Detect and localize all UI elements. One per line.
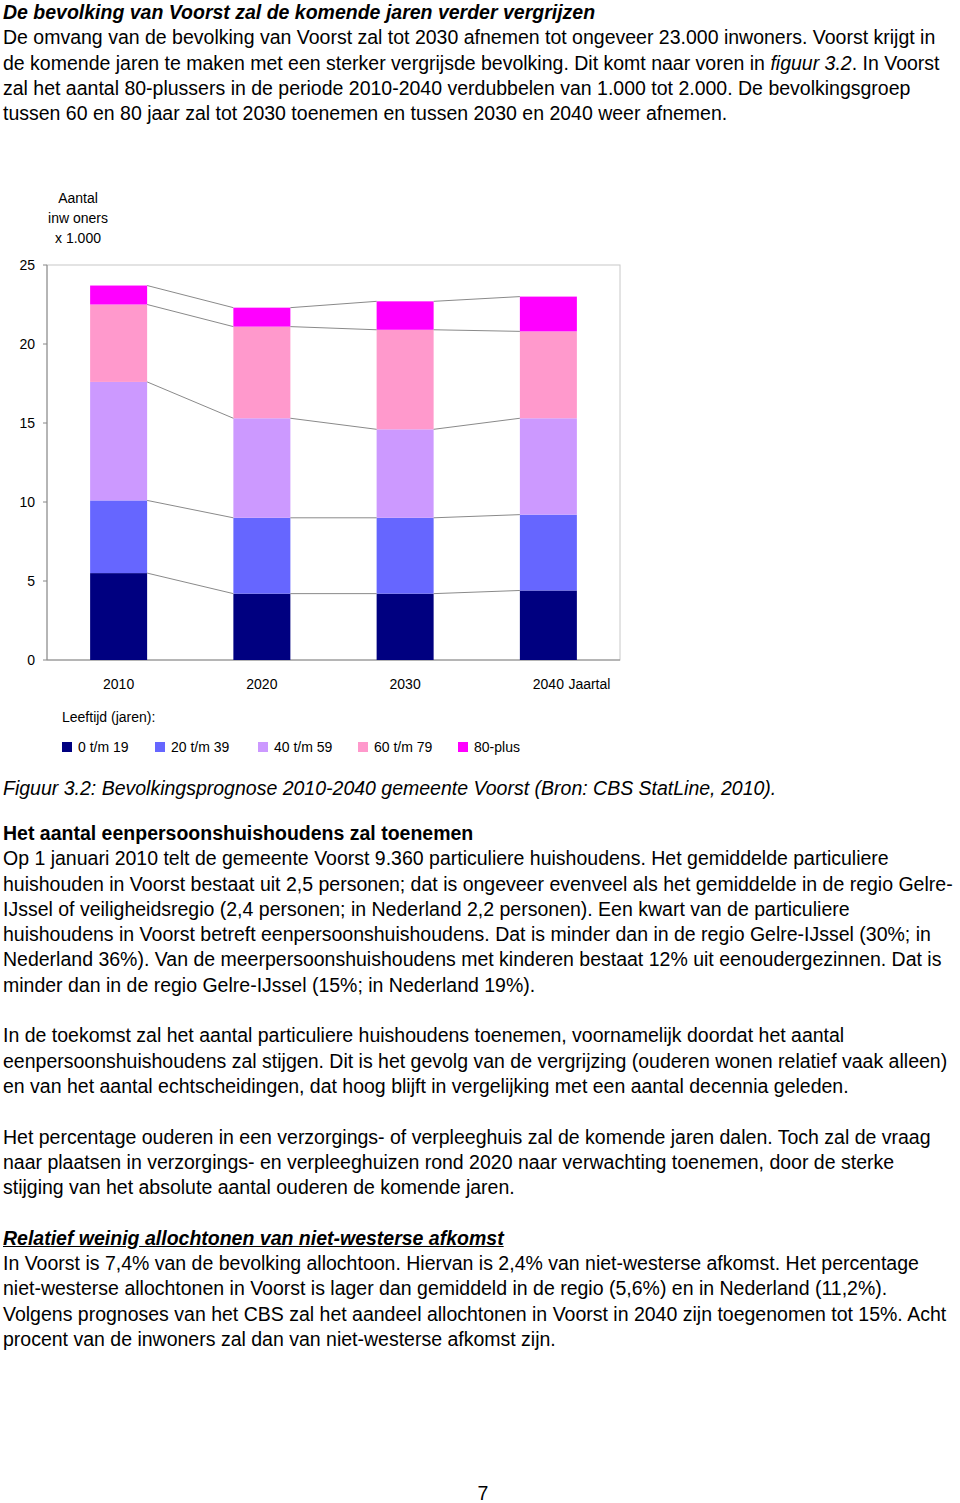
legend-title: Leeftijd (jaren):: [62, 709, 155, 725]
bar-segment: [90, 382, 147, 501]
y-tick-label: 25: [19, 257, 35, 273]
figure-caption: Figuur 3.2: Bevolkingsprognose 2010-2040…: [3, 776, 960, 801]
series-line: [147, 382, 233, 418]
legend-label: 40 t/m 59: [274, 739, 333, 755]
bar-segment: [377, 594, 434, 660]
series-line: [147, 500, 233, 517]
bar-segment: [233, 308, 290, 327]
legend-label: 20 t/m 39: [171, 739, 230, 755]
section: Relatief weinig allochtonen van niet-wes…: [3, 1226, 960, 1352]
series-line: [434, 515, 520, 518]
y-axis: [47, 265, 48, 660]
series-line: [434, 590, 520, 593]
bar-segment: [90, 500, 147, 573]
y-tick-label: 15: [19, 415, 35, 431]
bar-segment: [233, 418, 290, 518]
series-line: [290, 418, 376, 429]
x-axis-label: Jaartal: [568, 676, 610, 692]
plot-frame: [47, 265, 620, 660]
bar-segment: [520, 418, 577, 514]
paragraph: In de toekomst zal het aantal particulie…: [3, 1023, 960, 1099]
y-tick-label: 10: [19, 494, 35, 510]
paragraph: De omvang van de bevolking van Voorst za…: [3, 25, 960, 126]
bar-segment: [233, 594, 290, 660]
y-tick: [43, 581, 47, 582]
section-heading: Relatief weinig allochtonen van niet-wes…: [3, 1226, 960, 1251]
series-line: [434, 330, 520, 332]
y-axis-label: inw oners: [48, 210, 108, 226]
x-tick-label: 2030: [390, 676, 421, 692]
bar-segment: [90, 286, 147, 305]
y-tick: [43, 502, 47, 503]
bars: [90, 286, 577, 660]
paragraph: Op 1 januari 2010 telt de gemeente Voors…: [3, 846, 960, 998]
bar-segment: [233, 518, 290, 594]
bar-segment: [377, 330, 434, 430]
series-line: [434, 418, 520, 429]
legend-swatch: [358, 742, 368, 752]
legend-label: 80-plus: [474, 739, 520, 755]
page-number: 7: [0, 1482, 960, 1503]
y-axis-label: x 1.000: [55, 230, 101, 246]
series-line: [147, 286, 233, 308]
bar-segment: [520, 297, 577, 332]
bar-segment: [233, 327, 290, 419]
y-tick-label: 5: [27, 573, 35, 589]
section: Het aantal eenpersoonshuishoudens zal to…: [3, 821, 960, 1200]
series-line: [147, 305, 233, 327]
section-heading: Het aantal eenpersoonshuishoudens zal to…: [3, 821, 960, 846]
legend-label: 60 t/m 79: [374, 739, 433, 755]
bar-segment: [377, 429, 434, 517]
series-line: [434, 297, 520, 302]
series-line: [290, 593, 376, 594]
chart: 0 5 10 15 20 25 Aantal inw oners x 1.000 2010 2020…: [0, 180, 960, 780]
legend-swatch: [258, 742, 268, 752]
paragraph: Het percentage ouderen in een verzorging…: [3, 1125, 960, 1201]
x-tick-label: 2020: [246, 676, 277, 692]
legend-swatch: [155, 742, 165, 752]
legend-swatch: [62, 742, 72, 752]
series-line: [290, 517, 376, 518]
series-line: [290, 327, 376, 330]
y-tick-label: 20: [19, 336, 35, 352]
bar-segment: [520, 515, 577, 591]
y-tick: [43, 265, 47, 266]
heading: De bevolking van Voorst zal de komende j…: [3, 0, 960, 25]
legend-label: 0 t/m 19: [78, 739, 129, 755]
y-tick: [43, 423, 47, 424]
sections: Het aantal eenpersoonshuishoudens zal to…: [3, 821, 960, 1352]
series-line: [147, 573, 233, 594]
bar-segment: [90, 305, 147, 382]
bar-segment: [520, 331, 577, 418]
y-tick: [43, 344, 47, 345]
paragraph: In Voorst is 7,4% van de bevolking alloc…: [3, 1251, 960, 1352]
y-axis-label: Aantal: [58, 190, 98, 206]
bar-segment: [377, 518, 434, 594]
y-tick-label: 0: [27, 652, 35, 668]
y-tick: [43, 660, 47, 661]
intro: De bevolking van Voorst zal de komende j…: [3, 0, 960, 126]
bar-segment: [377, 301, 434, 329]
x-tick-label: 2010: [103, 676, 134, 692]
series-line: [290, 301, 376, 307]
figure-ref: figuur 3.2: [770, 52, 851, 74]
bar-segment: [90, 573, 147, 660]
legend-swatch: [458, 742, 468, 752]
bar-segment: [520, 590, 577, 660]
x-tick-label: 2040: [533, 676, 564, 692]
